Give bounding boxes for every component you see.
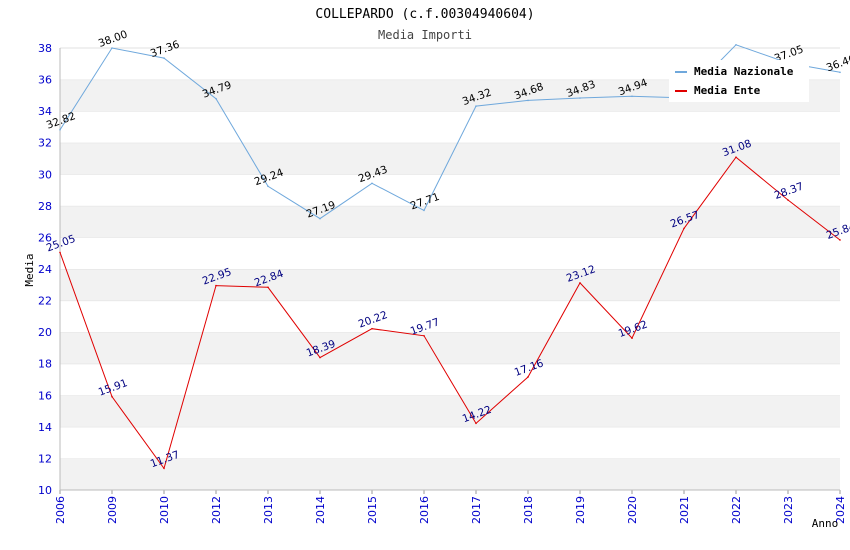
y-tick-label: 10 — [38, 484, 52, 497]
x-tick-label: 2014 — [314, 496, 327, 524]
data-point — [371, 327, 373, 330]
y-tick-label: 24 — [38, 263, 52, 276]
data-point — [527, 376, 529, 378]
x-tick-label: 2010 — [158, 496, 171, 524]
data-point — [111, 47, 113, 49]
legend: Media Nazionale Media Ente — [669, 60, 809, 102]
y-tick-label: 38 — [38, 42, 52, 55]
legend-label-nazionale: Media Nazionale — [694, 65, 794, 78]
x-tick-label: 2017 — [470, 496, 483, 524]
data-point — [423, 334, 425, 337]
series-line-media-ente — [59, 156, 841, 470]
x-tick-label: 2013 — [262, 496, 275, 524]
legend-box — [669, 60, 809, 102]
y-tick-label: 22 — [38, 295, 52, 308]
x-tick-label: 2021 — [678, 496, 691, 524]
grid-band — [60, 426, 840, 459]
data-point — [683, 227, 685, 230]
y-axis-label: Media — [23, 253, 36, 286]
chart-title: COLLEPARDO (c.f.00304940604) — [315, 7, 534, 22]
y-tick-label: 30 — [38, 168, 52, 181]
x-tick-label: 2016 — [418, 496, 431, 524]
data-point — [215, 284, 217, 287]
data-point — [163, 57, 165, 59]
y-tick-label: 14 — [38, 421, 52, 434]
data-point — [371, 182, 373, 185]
data-point — [631, 95, 633, 98]
legend-label-ente: Media Ente — [694, 84, 761, 97]
y-tick-label: 16 — [38, 389, 52, 402]
y-tick-label: 28 — [38, 200, 52, 213]
data-point — [631, 337, 633, 339]
y-tick-label: 34 — [38, 105, 52, 118]
grid-band — [60, 332, 840, 364]
x-tick-label: 2009 — [106, 496, 119, 524]
y-tick-label: 18 — [38, 358, 52, 371]
data-point — [735, 156, 737, 159]
data-point — [579, 97, 581, 99]
x-axis-label: Anno — [812, 517, 839, 530]
x-tick-label: 2022 — [730, 496, 743, 524]
y-tick-label: 36 — [38, 74, 52, 87]
grid-band — [60, 174, 840, 206]
data-point — [839, 71, 841, 74]
grid-band — [60, 111, 840, 143]
data-point — [527, 99, 529, 102]
chart-subtitle: Media Importi — [378, 28, 472, 42]
data-point — [475, 105, 477, 107]
data-point — [111, 395, 113, 398]
data-point — [787, 199, 789, 201]
x-tick-label: 2024 — [834, 496, 847, 524]
y-axis-ticks: 10 12 14 16 18 20 22 24 26 28 30 32 34 36 38 — [38, 42, 52, 497]
x-tick-label: 2019 — [574, 496, 587, 524]
data-point — [215, 97, 217, 100]
data-point — [319, 356, 321, 359]
data-point — [163, 467, 165, 470]
data-point — [319, 217, 321, 220]
grid-band — [60, 300, 840, 333]
data-point — [423, 209, 425, 212]
data-point — [267, 185, 269, 188]
x-tick-label: 2015 — [366, 496, 379, 524]
data-point — [839, 239, 841, 241]
x-tick-label: 2023 — [782, 496, 795, 524]
grid-band — [60, 395, 840, 427]
y-tick-label: 32 — [38, 137, 52, 150]
data-label: 38.00 — [97, 28, 129, 50]
x-tick-label: 2020 — [626, 496, 639, 524]
y-tick-label: 12 — [38, 452, 52, 465]
grid-band — [60, 458, 840, 490]
grid-band — [60, 205, 840, 238]
data-point — [267, 286, 269, 289]
data-point — [475, 422, 477, 425]
y-tick-label: 20 — [38, 326, 52, 339]
data-point — [59, 251, 61, 254]
data-point — [579, 282, 581, 284]
x-tick-label: 2012 — [210, 496, 223, 524]
x-axis-ticks: 2006 2009 2010 2012 2013 2014 2015 2016 2017 2018… — [54, 490, 847, 524]
x-tick-label: 2018 — [522, 496, 535, 524]
grid-band — [60, 269, 840, 301]
grid-band — [60, 237, 840, 269]
y-tick-label: 26 — [38, 231, 52, 244]
data-point — [59, 128, 61, 131]
data-point — [735, 44, 737, 46]
x-tick-label: 2006 — [54, 496, 67, 524]
